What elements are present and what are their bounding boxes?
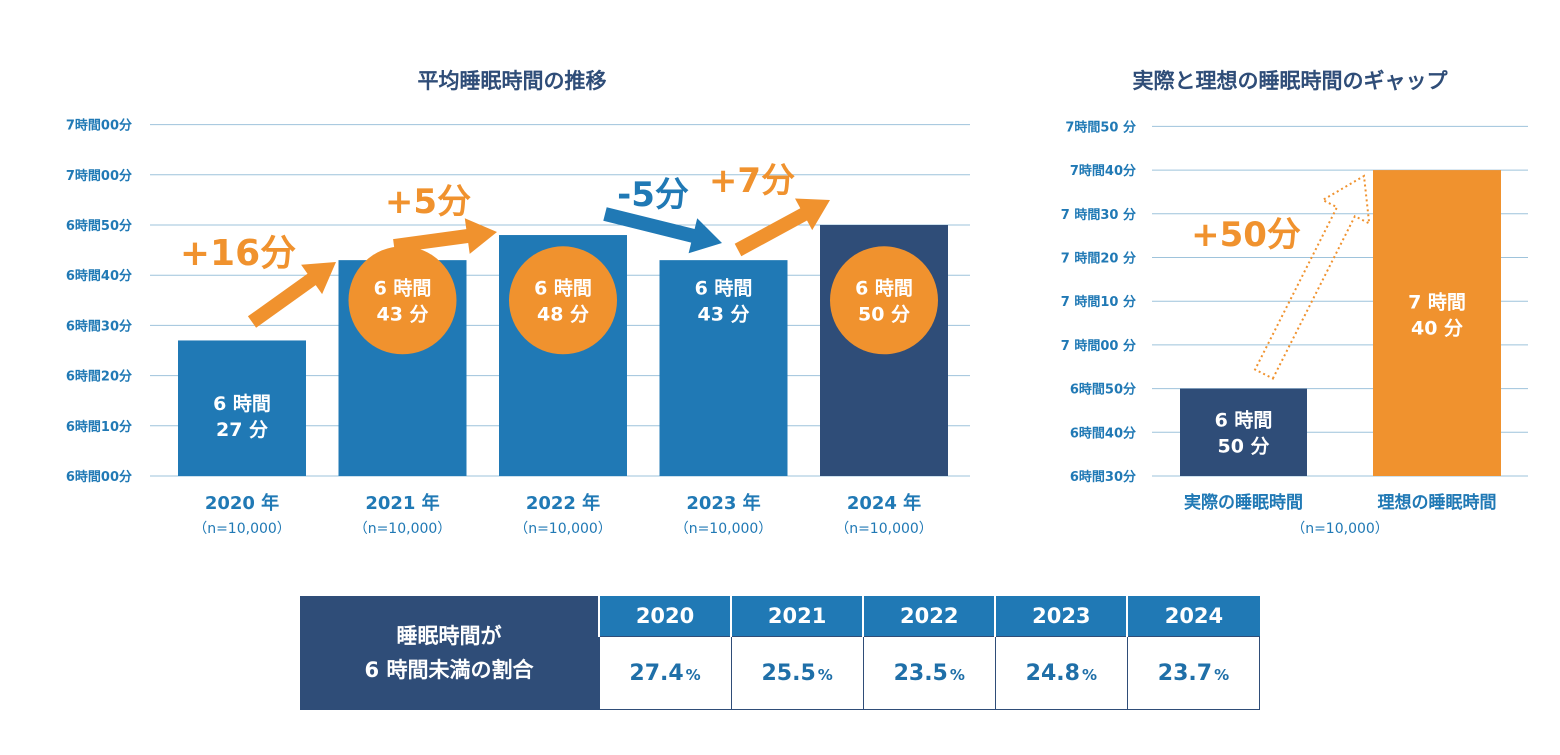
table-year-2020: 2020 bbox=[597, 596, 732, 637]
table-value-number: 23.7 bbox=[1157, 660, 1213, 686]
value-label-minutes: 43 分 bbox=[697, 303, 749, 325]
change-arrow bbox=[393, 218, 497, 254]
y-tick-label: 6時間30分 bbox=[66, 318, 132, 334]
change-label: +7分 bbox=[709, 161, 795, 201]
table-value-number: 24.8 bbox=[1025, 660, 1080, 686]
x-tick-note: （n=10,000） bbox=[835, 521, 933, 537]
y-tick-label: 7時間50 分 bbox=[1065, 119, 1136, 135]
table-year-2023: 2023 bbox=[994, 596, 1128, 637]
value-badge bbox=[509, 246, 617, 355]
value-label-hours: 6 時間 bbox=[695, 277, 753, 299]
value-label-minutes: 50 分 bbox=[1217, 435, 1269, 457]
table-value-number: 27.4 bbox=[629, 660, 684, 686]
x-tick-note: （n=10,000） bbox=[675, 521, 773, 537]
gap-chart: 実際と理想の睡眠時間のギャップ 6時間30分 6時間40分 6時間50分 7 時間00 … bbox=[1061, 69, 1528, 537]
y-tick-label: 7時間00分 bbox=[66, 168, 132, 184]
y-tick-label: 6時間50分 bbox=[66, 218, 132, 234]
y-tick-label: 6時間40分 bbox=[1070, 425, 1136, 441]
y-tick-label: 7 時間00 分 bbox=[1061, 338, 1136, 354]
value-label-hours: 7 時間 bbox=[1408, 291, 1466, 313]
table-year-2024: 2024 bbox=[1126, 596, 1260, 637]
x-tick-note: （n=10,000） bbox=[514, 521, 612, 537]
x-tick-note: （n=10,000） bbox=[354, 521, 452, 537]
bar bbox=[1373, 170, 1501, 476]
table-value-2024: 23.7% bbox=[1126, 636, 1261, 710]
value-label-hours: 6 時間 bbox=[374, 277, 432, 299]
sleep-charts: 平均睡眠時間の推移 6時間00分 6時間10分 6時間20分 6時間30分 6時間40分 6… bbox=[66, 69, 1528, 537]
table-row-label: 睡眠時間が 6 時間未満の割合 bbox=[300, 596, 599, 710]
x-tick-label: 理想の睡眠時間 bbox=[1378, 492, 1497, 513]
table-value-number: 25.5 bbox=[761, 660, 816, 686]
y-tick-label: 6時間10分 bbox=[66, 419, 132, 435]
value-label-minutes: 40 分 bbox=[1411, 317, 1463, 339]
y-tick-label: 6時間50分 bbox=[1070, 382, 1136, 398]
value-badge bbox=[348, 246, 457, 355]
trend-chart: 平均睡眠時間の推移 6時間00分 6時間10分 6時間20分 6時間30分 6時間40分 6… bbox=[66, 69, 970, 537]
table-year-2022: 2022 bbox=[862, 596, 996, 637]
table-row-label-line1: 睡眠時間が bbox=[396, 623, 502, 648]
x-tick-label: 2022 年 bbox=[526, 492, 600, 514]
y-tick-label: 6時間40分 bbox=[66, 268, 132, 284]
y-tick-label: 7 時間10 分 bbox=[1061, 294, 1136, 310]
x-tick-label: 2023 年 bbox=[686, 492, 760, 514]
chart-title: 実際と理想の睡眠時間のギャップ bbox=[1133, 69, 1449, 93]
gap-arrow bbox=[1253, 174, 1371, 380]
bar bbox=[1180, 388, 1307, 476]
change-arrow bbox=[247, 262, 336, 328]
x-tick-label: 実際の睡眠時間 bbox=[1184, 492, 1303, 513]
table-row-label-line2: 6 時間未満の割合 bbox=[364, 657, 534, 682]
value-label-minutes: 27 分 bbox=[216, 419, 268, 441]
value-label-minutes: 50 分 bbox=[858, 303, 910, 325]
bar bbox=[178, 340, 306, 476]
y-tick-label: 6時間20分 bbox=[66, 369, 132, 385]
change-arrow bbox=[734, 198, 830, 257]
table-value-2021: 25.5% bbox=[730, 636, 864, 710]
value-label-hours: 6 時間 bbox=[213, 393, 271, 415]
short-sleep-ratio-table: 睡眠時間が 6 時間未満の割合 2020 2021 2022 2023 2024… bbox=[300, 596, 1261, 710]
table-value-2020: 27.4% bbox=[598, 636, 732, 710]
table-value-unit: % bbox=[1081, 665, 1097, 684]
x-tick-label: 2021 年 bbox=[365, 492, 439, 514]
value-label-hours: 6 時間 bbox=[534, 277, 592, 299]
bar bbox=[659, 260, 788, 476]
table-value-unit: % bbox=[1214, 665, 1230, 684]
y-tick-label: 7 時間30 分 bbox=[1061, 207, 1136, 223]
table-value-unit: % bbox=[817, 665, 833, 684]
table-value-number: 23.5 bbox=[893, 660, 948, 686]
value-label-minutes: 43 分 bbox=[376, 303, 428, 325]
value-badge bbox=[830, 246, 938, 355]
table-value-unit: % bbox=[685, 665, 701, 684]
gap-label: +50分 bbox=[1191, 215, 1301, 255]
chart-title: 平均睡眠時間の推移 bbox=[418, 69, 607, 93]
y-tick-label: 6時間30分 bbox=[1070, 469, 1136, 485]
table-value-2023: 24.8% bbox=[994, 636, 1128, 710]
y-tick-label: 7 時間20 分 bbox=[1061, 251, 1136, 267]
change-label: +5分 bbox=[385, 182, 471, 222]
value-label-minutes: 48 分 bbox=[537, 303, 589, 325]
x-axis-note: （n=10,000） bbox=[1291, 521, 1389, 537]
y-tick-label: 7時間40分 bbox=[1070, 163, 1136, 179]
change-label: -5分 bbox=[617, 175, 689, 215]
x-tick-label: 2024 年 bbox=[847, 492, 921, 514]
table-year-2021: 2021 bbox=[730, 596, 864, 637]
y-tick-label: 6時間00分 bbox=[66, 469, 132, 485]
value-label-hours: 6 時間 bbox=[1215, 409, 1273, 431]
table-value-unit: % bbox=[949, 665, 965, 684]
x-tick-label: 2020 年 bbox=[205, 492, 279, 514]
value-label-hours: 6 時間 bbox=[855, 277, 913, 299]
change-label: +16分 bbox=[180, 233, 296, 274]
change-arrow bbox=[603, 207, 722, 254]
x-tick-note: （n=10,000） bbox=[193, 521, 291, 537]
table-value-2022: 23.5% bbox=[862, 636, 996, 710]
y-tick-label: 7時間00分 bbox=[66, 118, 132, 134]
